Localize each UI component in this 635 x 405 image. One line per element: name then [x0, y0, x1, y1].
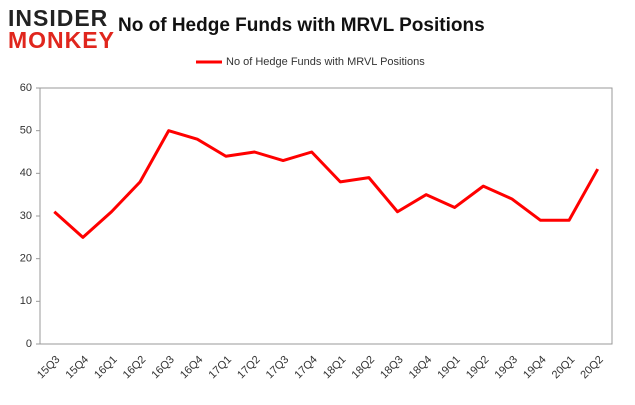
x-tick-label: 17Q2	[235, 354, 263, 382]
plot-frame	[39, 87, 613, 345]
x-tick-label: 20Q1	[550, 354, 578, 382]
x-tick-label: 16Q3	[149, 354, 177, 382]
x-tick-label: 16Q1	[92, 354, 120, 382]
logo-top: INSIDER	[8, 5, 108, 31]
x-tick-label: 18Q4	[407, 354, 435, 382]
x-tick-label: 18Q3	[378, 354, 406, 382]
x-tick-label: 15Q4	[64, 354, 92, 382]
x-tick-label: 15Q3	[35, 354, 63, 382]
x-tick-label: 18Q1	[321, 354, 349, 382]
y-tick-label: 40	[20, 167, 32, 179]
y-tick-label: 60	[20, 82, 32, 94]
y-tick-label: 30	[20, 210, 32, 222]
x-tick-label: 20Q2	[578, 354, 606, 382]
x-tick-label: 17Q3	[264, 354, 292, 382]
series-line	[53, 129, 600, 239]
x-tick-label: 17Q4	[292, 354, 320, 382]
x-tick-label: 16Q2	[121, 354, 149, 382]
x-tick-label: 19Q2	[464, 354, 492, 382]
x-tick-label: 19Q3	[493, 354, 521, 382]
logo-bottom: MONKEY	[8, 27, 115, 53]
x-tick-label: 19Q1	[435, 354, 463, 382]
x-tick-label: 18Q2	[350, 354, 378, 382]
y-tick-label: 50	[20, 125, 32, 137]
x-tick-label: 16Q4	[178, 354, 206, 382]
chart-title: No of Hedge Funds with MRVL Positions	[118, 15, 485, 36]
x-tick-label: 17Q1	[207, 354, 235, 382]
y-tick-label: 10	[20, 295, 32, 307]
legend-label: No of Hedge Funds with MRVL Positions	[226, 56, 425, 68]
y-tick-label: 0	[26, 338, 32, 350]
y-tick-label: 20	[20, 253, 32, 265]
x-tick-label: 19Q4	[521, 354, 549, 382]
